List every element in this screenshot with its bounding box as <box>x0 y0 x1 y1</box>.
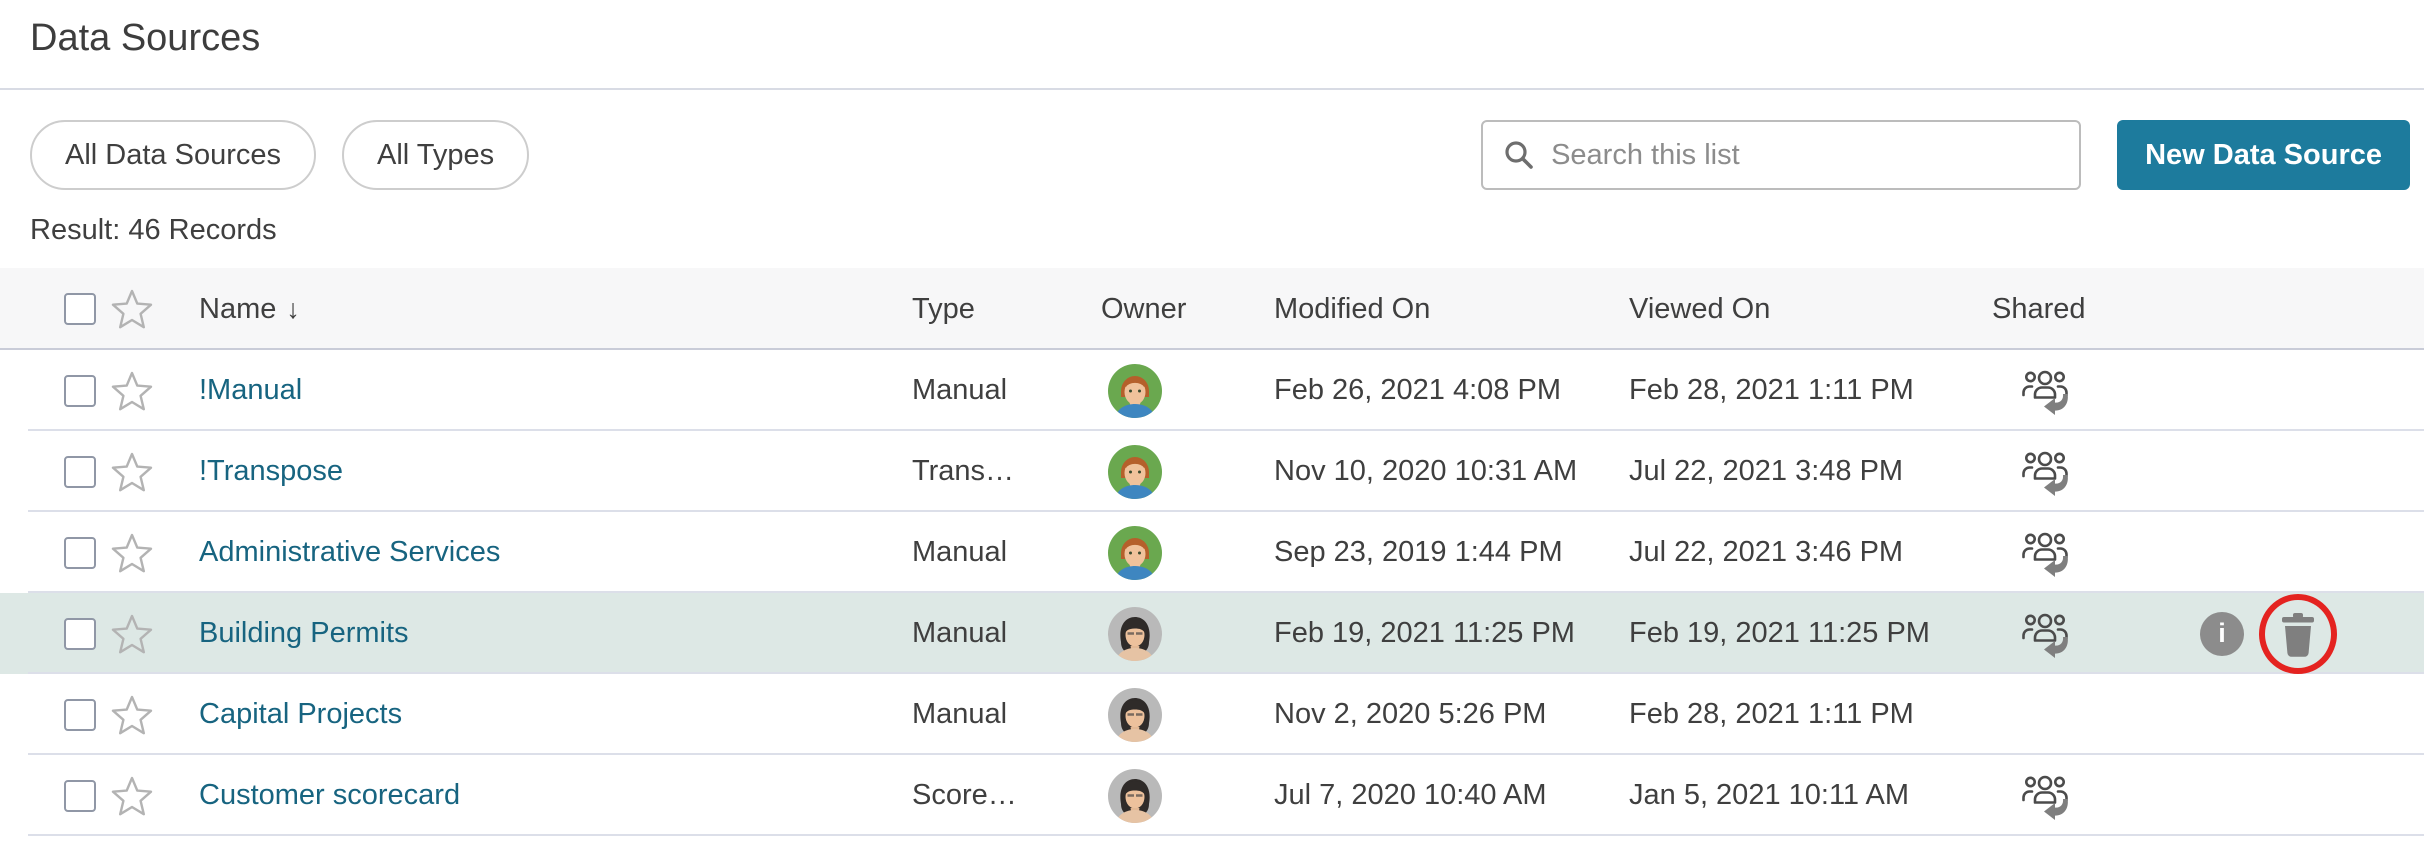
toolbar: All Data Sources All Types New Data Sour… <box>30 120 2410 190</box>
star-icon[interactable] <box>110 450 154 494</box>
star-icon[interactable] <box>110 612 154 656</box>
table-header-row: Name ↓ Type Owner Modified On Viewed On … <box>0 268 2424 350</box>
shared-icon <box>2022 370 2068 415</box>
row-checkbox[interactable] <box>64 617 96 650</box>
type-cell: Score… <box>912 779 1017 811</box>
owner-avatar <box>1108 768 1162 823</box>
owner-avatar <box>1108 687 1162 742</box>
data-source-link[interactable]: !Manual <box>199 374 303 406</box>
type-cell: Manual <box>912 374 1008 406</box>
table-row[interactable]: Capital Projects Manual <box>0 674 2424 755</box>
new-data-source-button[interactable]: New Data Source <box>2117 120 2410 190</box>
table-row[interactable]: Building Permits Manual <box>0 593 2424 674</box>
viewed-on-cell: Jul 22, 2021 3:46 PM <box>1629 536 1904 568</box>
star-icon[interactable] <box>110 774 154 818</box>
viewed-on-cell: Jan 5, 2021 10:11 AM <box>1629 779 1910 811</box>
type-cell: Manual <box>912 698 1008 730</box>
column-header-viewed-on[interactable]: Viewed On <box>1629 292 1771 325</box>
owner-avatar <box>1108 606 1162 661</box>
star-icon[interactable] <box>110 693 154 737</box>
delete-button[interactable] <box>2259 593 2337 674</box>
column-header-name[interactable]: Name <box>199 292 277 325</box>
modified-on-cell: Nov 10, 2020 10:31 AM <box>1274 455 1578 487</box>
filter-all-data-sources[interactable]: All Data Sources <box>30 120 316 190</box>
data-source-link[interactable]: Capital Projects <box>199 698 403 730</box>
shared-icon <box>2022 451 2068 496</box>
data-source-link[interactable]: !Transpose <box>199 455 343 487</box>
column-header-modified-on[interactable]: Modified On <box>1274 292 1431 325</box>
trash-icon[interactable] <box>2276 610 2320 658</box>
star-icon[interactable] <box>110 531 154 575</box>
search-box[interactable] <box>1481 120 2082 190</box>
table-row[interactable]: Administrative Services Manual <box>0 512 2424 593</box>
data-sources-table: Name ↓ Type Owner Modified On Viewed On … <box>0 268 2424 836</box>
data-source-link[interactable]: Building Permits <box>199 617 409 649</box>
viewed-on-cell: Feb 19, 2021 11:25 PM <box>1629 617 1930 649</box>
owner-avatar <box>1108 444 1162 499</box>
row-checkbox[interactable] <box>64 455 96 488</box>
search-icon <box>1505 141 1533 169</box>
viewed-on-cell: Feb 28, 2021 1:11 PM <box>1629 374 1914 406</box>
modified-on-cell: Feb 26, 2021 4:08 PM <box>1274 374 1561 406</box>
owner-avatar <box>1108 525 1162 580</box>
data-source-link[interactable]: Customer scorecard <box>199 779 461 811</box>
row-checkbox[interactable] <box>64 779 96 812</box>
row-checkbox[interactable] <box>64 536 96 569</box>
table-row[interactable]: !Transpose Trans… <box>0 431 2424 512</box>
column-header-type[interactable]: Type <box>912 292 975 325</box>
row-actions: i <box>2188 593 2424 674</box>
select-all-checkbox[interactable] <box>64 293 96 325</box>
title-divider <box>0 88 2424 90</box>
shared-icon <box>2022 775 2068 820</box>
viewed-on-cell: Jul 22, 2021 3:48 PM <box>1629 455 1904 487</box>
type-cell: Manual <box>912 617 1008 649</box>
info-icon[interactable]: i <box>2200 611 2244 656</box>
search-input[interactable] <box>1551 138 2062 172</box>
row-checkbox[interactable] <box>64 698 96 731</box>
modified-on-cell: Feb 19, 2021 11:25 PM <box>1274 617 1575 649</box>
type-cell: Manual <box>912 536 1008 568</box>
data-source-link[interactable]: Administrative Services <box>199 536 501 568</box>
shared-icon <box>2022 613 2068 658</box>
column-header-shared[interactable]: Shared <box>1992 292 2086 325</box>
result-count: Result: 46 Records <box>30 214 277 246</box>
modified-on-cell: Nov 2, 2020 5:26 PM <box>1274 698 1547 730</box>
modified-on-cell: Sep 23, 2019 1:44 PM <box>1274 536 1563 568</box>
shared-icon <box>2022 532 2068 577</box>
type-cell: Trans… <box>912 455 1015 487</box>
modified-on-cell: Jul 7, 2020 10:40 AM <box>1274 779 1547 811</box>
table-row[interactable]: Customer scorecard Score… <box>0 755 2424 836</box>
star-icon[interactable] <box>110 287 154 331</box>
table-row[interactable]: !Manual Manual Fe <box>0 350 2424 431</box>
column-header-owner[interactable]: Owner <box>1101 292 1187 325</box>
row-checkbox[interactable] <box>64 374 96 407</box>
owner-avatar <box>1108 363 1162 418</box>
filter-all-types[interactable]: All Types <box>342 120 530 190</box>
page-title: Data Sources <box>30 17 261 59</box>
star-icon[interactable] <box>110 369 154 413</box>
sort-descending-icon: ↓ <box>286 293 300 324</box>
viewed-on-cell: Feb 28, 2021 1:11 PM <box>1629 698 1914 730</box>
data-sources-page: Data Sources All Data Sources All Types … <box>0 14 2424 862</box>
